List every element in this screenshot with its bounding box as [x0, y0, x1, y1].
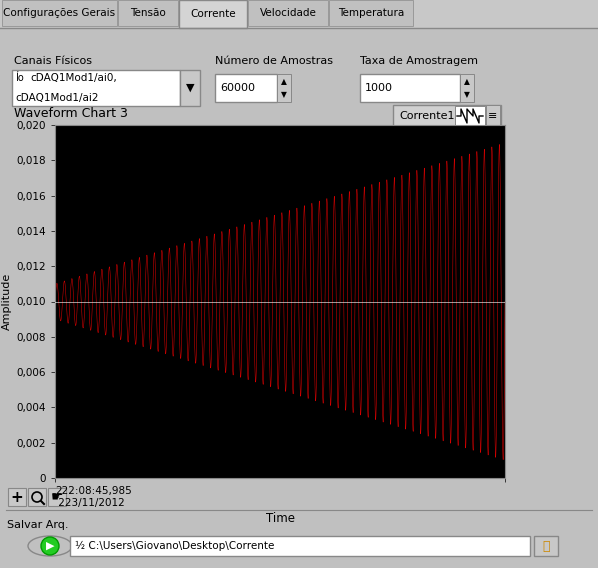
- Bar: [534, 536, 558, 556]
- Bar: [179, 0, 247, 28]
- Circle shape: [41, 537, 59, 555]
- Bar: [28, 488, 46, 506]
- Text: Canais Físicos: Canais Físicos: [14, 56, 92, 66]
- Text: Taxa de Amostragem: Taxa de Amostragem: [360, 56, 478, 66]
- Ellipse shape: [28, 536, 72, 556]
- Bar: [12, 70, 180, 106]
- Text: +: +: [11, 490, 23, 504]
- Bar: [48, 488, 66, 506]
- Bar: [215, 74, 277, 102]
- Bar: [70, 536, 530, 556]
- Text: ½ C:\Users\Giovano\Desktop\Corrente: ½ C:\Users\Giovano\Desktop\Corrente: [75, 541, 274, 551]
- Text: 60000: 60000: [220, 83, 255, 93]
- Bar: [8, 488, 26, 506]
- Bar: [393, 105, 501, 127]
- Text: Corrente1: Corrente1: [399, 111, 454, 121]
- Bar: [0, 0, 598, 28]
- Text: Número de Amostras: Número de Amostras: [215, 56, 333, 66]
- Text: Configurações Gerais: Configurações Gerais: [4, 8, 115, 18]
- Bar: [180, 70, 200, 106]
- Text: Corrente: Corrente: [190, 9, 236, 19]
- Text: 📁: 📁: [542, 540, 550, 553]
- Text: ▼: ▼: [186, 83, 194, 93]
- Text: ▲: ▲: [464, 77, 470, 86]
- Bar: [2, 0, 117, 26]
- Text: 222:08:45,985: 222:08:45,985: [55, 486, 132, 496]
- Text: 1000: 1000: [365, 83, 393, 93]
- Bar: [277, 74, 291, 102]
- Text: Salvar Arq.: Salvar Arq.: [7, 520, 69, 530]
- Text: ▲: ▲: [281, 77, 287, 86]
- Bar: [329, 0, 413, 26]
- Bar: [455, 106, 485, 126]
- Text: Ío: Ío: [15, 73, 24, 83]
- Bar: [248, 0, 328, 26]
- Text: Velocidade: Velocidade: [260, 8, 316, 18]
- Text: ▼: ▼: [281, 90, 287, 99]
- Text: Temperatura: Temperatura: [338, 8, 404, 18]
- Text: ▼: ▼: [464, 90, 470, 99]
- Bar: [486, 105, 500, 127]
- Text: cDAQ1Mod1/ai2: cDAQ1Mod1/ai2: [15, 93, 99, 103]
- Text: Time: Time: [266, 512, 294, 525]
- Text: ≡: ≡: [489, 111, 498, 121]
- Text: 223/11/2012: 223/11/2012: [55, 498, 125, 508]
- Bar: [460, 74, 474, 102]
- Text: ▶: ▶: [46, 541, 54, 551]
- Text: cDAQ1Mod1/ai0,: cDAQ1Mod1/ai0,: [30, 73, 117, 83]
- Text: ☛: ☛: [51, 490, 63, 504]
- Y-axis label: Amplitude: Amplitude: [2, 273, 12, 330]
- Bar: [360, 74, 460, 102]
- Text: Tensão: Tensão: [130, 8, 166, 18]
- Text: Waveform Chart 3: Waveform Chart 3: [14, 107, 128, 120]
- Bar: [118, 0, 178, 26]
